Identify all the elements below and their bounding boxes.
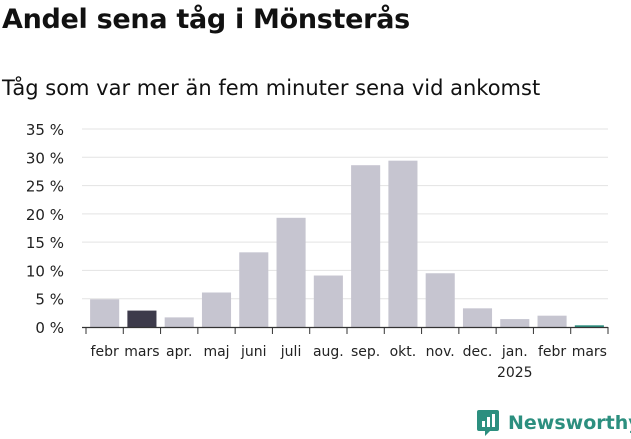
chart-title: Andel sena tåg i Mönsterås [2,4,410,35]
y-axis-tick-labels: 0 % 5 % 10 % 15 % 20 % 25 % 30 % 35 % [26,121,64,337]
bar-4 [201,292,232,327]
bar-12 [500,319,530,327]
bar-7 [313,275,343,327]
y-tick-label: 5 % [35,291,64,309]
bar-14 [574,325,604,327]
newsworthy-logo: Newsworthy [476,409,631,437]
x-tick-label: dec. [463,344,493,360]
x-tick-label: aug. [313,344,344,360]
x-tick-label: okt. [390,344,417,360]
x-axis [82,326,609,334]
newsworthy-logo-icon [477,410,499,436]
y-tick-label: 25 % [26,178,64,196]
x-tick-label: nov. [426,344,455,360]
bar-3 [164,317,194,327]
gridlines [82,128,608,300]
bar-9 [388,160,418,327]
x-tick-label: mars [124,344,159,360]
bar-chart: 0 %5 %10 %15 %20 %25 %30 %35 % febr mars a… [26,121,609,381]
x-axis-tick-labels: febr mars apr. maj juni juli aug. sep. okt. nov. d… [91,344,607,381]
bar-1 [90,299,120,327]
x-tick-label: febr [91,344,119,360]
x-tick-label: sep. [351,344,380,360]
x-tick-label: maj [203,344,229,360]
bar-13 [537,315,567,327]
y-tick-label: 10 % [26,262,64,280]
x-tick-label: jan. [501,344,528,360]
chart-subtitle: Tåg som var mer än fem minuter sena vid … [2,76,541,100]
bar-10 [425,273,455,327]
y-tick-label: 35 % [26,121,64,139]
bars [90,160,604,327]
x-tick-label: juni [240,344,267,360]
bar-6 [276,217,306,327]
brand-name: Newsworthy [508,412,631,434]
y-tick-label: 15 % [26,234,64,252]
year-label: 2025 [497,365,533,381]
x-tick-label: juli [280,344,302,360]
bar-8 [351,165,381,327]
x-tick-label: mars [572,344,607,360]
bar-11 [462,308,493,327]
bar-2 [127,310,157,327]
y-tick-label: 20 % [26,206,64,224]
bar-5 [239,252,269,327]
y-tick-label: 0 % [35,319,64,337]
x-tick-label: apr. [166,344,192,360]
x-tick-label: febr [538,344,566,360]
y-tick-label: 30 % [26,149,64,167]
